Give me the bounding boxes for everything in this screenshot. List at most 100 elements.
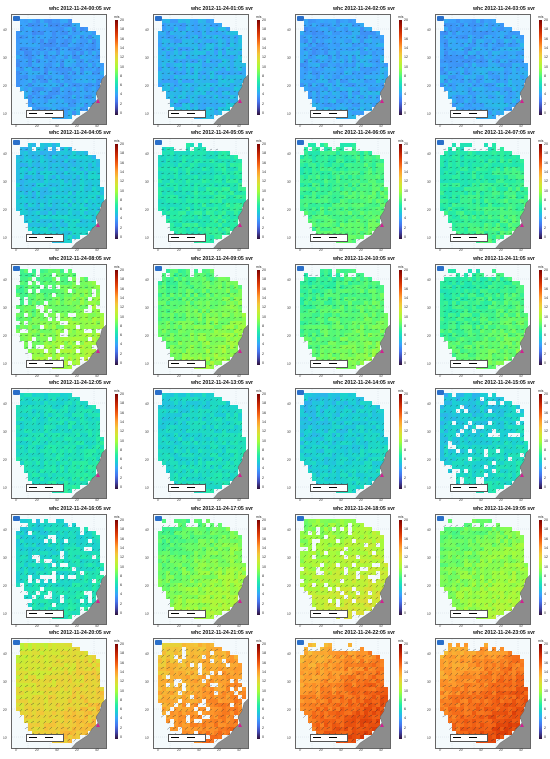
panel-title: whc 2012-11-24-06:05 svr xyxy=(332,130,395,136)
colorbar-ticks: 20 18 16 14 12 10 8 6 4 2 0 xyxy=(120,392,134,492)
latitude-tick-label: 30' xyxy=(145,56,150,60)
wind-vector-layer xyxy=(161,24,243,117)
colorbar-tick-label: 20 xyxy=(120,518,124,522)
latitude-tick-label: 20' xyxy=(287,334,292,338)
latitude-labels: 40' 30' 20' 10' xyxy=(286,390,295,500)
longitude-tick-label: 40' xyxy=(379,498,384,502)
coastline-land xyxy=(495,324,530,374)
colorbar-tick-label: 2 xyxy=(544,225,546,230)
wind-vector-layer xyxy=(443,148,525,241)
wind-vector-layer xyxy=(303,274,385,367)
wind-speed-colorbar xyxy=(539,520,542,615)
radar-site-icon xyxy=(96,599,100,603)
colorbar-tick-label: 12 xyxy=(120,55,124,60)
colorbar-tick-label: 0 xyxy=(544,485,546,489)
colorbar-tick-label: 20 xyxy=(404,142,408,146)
latitude-tick-label: 40' xyxy=(3,28,8,32)
longitude-tick-label: 40' xyxy=(237,124,242,128)
wind-speed-field xyxy=(300,19,388,119)
colorbar-tick-label: 14 xyxy=(120,419,124,424)
colorbar-tick-label: 18 xyxy=(544,277,548,282)
longitude-tick-label: 0' xyxy=(299,624,302,628)
wind-vector-layer xyxy=(303,148,385,241)
longitude-tick-label: 20' xyxy=(499,624,504,628)
colorbar-tick-label: 14 xyxy=(404,45,408,50)
colorbar-tick-label: 4 xyxy=(262,592,264,597)
coastline-land xyxy=(71,74,106,124)
longitude-tick-label: 40' xyxy=(95,748,100,752)
wind-field-map xyxy=(296,515,390,624)
map-panel: whc 2012-11-24-23:05 svr 40' 30' 20' 10' 0' 20… xyxy=(426,630,550,753)
map-panel: whc 2012-11-24-02:05 svr 40' 30' 20' 10' 0' 20… xyxy=(286,6,420,129)
longitude-tick-label: 40' xyxy=(479,374,484,378)
coastline-land xyxy=(71,574,106,624)
map-panel: whc 2012-11-24-06:05 svr 40' 30' 20' 10' 0' 20… xyxy=(286,130,420,253)
longitude-tick-label: 0' xyxy=(439,624,442,628)
radar-logo-icon xyxy=(297,390,304,395)
panel-title: whc 2012-11-24-09:05 svr xyxy=(190,256,253,262)
colorbar-tick-label: 8 xyxy=(120,197,122,202)
colorbar-tick-label: 16 xyxy=(544,536,548,541)
scale-bar-icon xyxy=(450,234,488,242)
map-frame xyxy=(153,14,249,125)
latitude-tick-label: 40' xyxy=(287,528,292,532)
longitude-tick-label: 20' xyxy=(177,498,182,502)
latitude-tick-label: 10' xyxy=(427,736,432,740)
colorbar-tick-label: 0 xyxy=(544,735,546,739)
colorbar-tick-label: 12 xyxy=(404,679,408,684)
map-panel: whc 2012-11-24-21:05 svr 40' 30' 20' 10' 0' 20… xyxy=(144,630,278,753)
colorbar-ticks: 20 18 16 14 12 10 8 6 4 2 0 xyxy=(404,518,418,618)
radar-logo-icon xyxy=(13,516,20,521)
colorbar-tick-label: 0 xyxy=(544,611,546,615)
latitude-tick-label: 30' xyxy=(145,556,150,560)
map-panel: whc 2012-11-24-01:05 svr 40' 30' 20' 10' 0' 20… xyxy=(144,6,278,129)
latitude-tick-label: 30' xyxy=(145,306,150,310)
wind-field-map xyxy=(12,139,106,248)
longitude-tick-label: 40' xyxy=(95,374,100,378)
latitude-tick-label: 20' xyxy=(145,584,150,588)
colorbar-tick-label: 18 xyxy=(404,651,408,656)
colorbar-tick-label: 2 xyxy=(120,101,122,106)
longitude-tick-label: 20' xyxy=(359,498,364,502)
colorbar-tick-label: 20 xyxy=(404,18,408,22)
colorbar-tick-label: 12 xyxy=(404,429,408,434)
scale-bar-icon xyxy=(450,734,488,742)
map-frame xyxy=(153,388,249,499)
latitude-tick-label: 20' xyxy=(3,458,8,462)
latitude-tick-label: 20' xyxy=(3,334,8,338)
colorbar-tick-label: 16 xyxy=(544,160,548,165)
radar-site-icon xyxy=(380,99,384,103)
wind-vector-layer xyxy=(443,24,525,117)
colorbar-unit: m/s xyxy=(114,265,120,269)
colorbar-ticks: 20 18 16 14 12 10 8 6 4 2 0 xyxy=(262,18,276,118)
latitude-tick-label: 30' xyxy=(287,680,292,684)
latitude-labels: 40' 30' 20' 10' xyxy=(2,16,11,126)
panel-title: whc 2012-11-24-12:05 svr xyxy=(48,380,111,386)
latitude-tick-label: 10' xyxy=(145,486,150,490)
scale-bar-icon xyxy=(168,110,206,118)
colorbar-tick-label: 2 xyxy=(404,725,406,730)
colorbar-tick-label: 18 xyxy=(404,401,408,406)
latitude-tick-label: 30' xyxy=(145,180,150,184)
radar-logo-icon xyxy=(155,516,162,521)
longitude-tick-label: 20' xyxy=(217,498,222,502)
radar-logo-icon xyxy=(437,640,444,645)
wind-speed-field xyxy=(440,269,528,369)
colorbar-tick-label: 2 xyxy=(262,601,264,606)
colorbar-tick-label: 12 xyxy=(262,429,266,434)
coastline-land xyxy=(495,198,530,248)
latitude-tick-label: 30' xyxy=(287,56,292,60)
longitude-tick-label: 40' xyxy=(379,374,384,378)
map-panel: whc 2012-11-24-15:05 svr 40' 30' 20' 10' 0' 20… xyxy=(426,380,550,503)
wind-vector-layer xyxy=(303,524,385,618)
colorbar-tick-label: 6 xyxy=(544,333,546,338)
wind-field-map xyxy=(436,139,530,248)
colorbar-tick-label: 4 xyxy=(120,592,122,597)
latitude-labels: 40' 30' 20' 10' xyxy=(286,640,295,750)
wind-speed-field xyxy=(158,19,246,119)
colorbar-tick-label: 4 xyxy=(262,466,264,471)
colorbar-ticks: 20 18 16 14 12 10 8 6 4 2 0 xyxy=(544,18,550,118)
longitude-tick-label: 20' xyxy=(499,498,504,502)
longitude-tick-label: 40' xyxy=(379,624,384,628)
longitude-tick-label: 0' xyxy=(299,124,302,128)
